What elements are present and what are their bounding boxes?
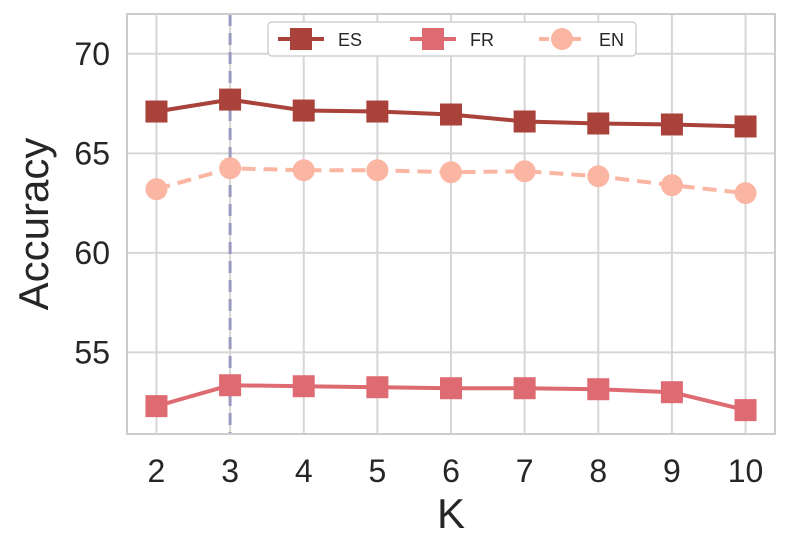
- legend-label: FR: [470, 30, 494, 50]
- legend-marker: [551, 28, 573, 50]
- point-es: [440, 103, 462, 126]
- point-en: [219, 157, 242, 180]
- point-en: [660, 174, 683, 197]
- x-tick-label: 3: [221, 453, 239, 489]
- legend-item-en: EN: [539, 28, 624, 50]
- series-es: [145, 88, 757, 138]
- point-en: [513, 160, 536, 183]
- series-group: [145, 88, 757, 422]
- legend-item-fr: FR: [410, 28, 494, 50]
- point-es: [513, 110, 536, 133]
- y-tick-label: 65: [74, 135, 110, 171]
- legend: ES FR EN: [267, 21, 637, 57]
- point-en: [292, 159, 315, 182]
- y-tick-label: 55: [74, 334, 110, 370]
- point-fr: [587, 378, 610, 401]
- x-tick-label: 10: [728, 453, 764, 489]
- point-en: [145, 178, 168, 201]
- y-tick-label: 70: [74, 36, 110, 72]
- point-fr: [440, 377, 462, 400]
- point-fr: [734, 399, 757, 422]
- plot-frame: [126, 13, 776, 435]
- x-tick-label: 4: [295, 453, 313, 489]
- grid-lines: [127, 14, 775, 434]
- x-axis-title: K: [437, 490, 465, 537]
- y-tick-label: 60: [74, 235, 110, 271]
- point-en: [440, 161, 462, 184]
- point-fr: [660, 381, 683, 404]
- point-fr: [513, 377, 536, 400]
- x-tick-label: 7: [516, 453, 534, 489]
- point-en: [366, 159, 389, 182]
- series-en: [145, 157, 757, 205]
- point-es: [660, 113, 683, 136]
- x-tick-label: 6: [442, 453, 460, 489]
- legend-label: ES: [338, 30, 362, 50]
- point-fr: [292, 375, 315, 398]
- series-fr: [145, 374, 757, 422]
- point-en: [734, 182, 757, 205]
- legend-marker: [422, 28, 444, 50]
- point-es: [292, 99, 315, 122]
- legend-item-es: ES: [278, 28, 362, 50]
- point-fr: [145, 395, 168, 418]
- point-es: [366, 100, 389, 123]
- point-es: [145, 100, 168, 123]
- x-tick-label: 5: [368, 453, 386, 489]
- point-es: [219, 88, 242, 111]
- x-tick-label: 2: [148, 453, 166, 489]
- legend-label: EN: [599, 30, 624, 50]
- point-en: [587, 165, 610, 188]
- point-fr: [219, 374, 242, 397]
- point-fr: [366, 376, 389, 399]
- legend-marker: [290, 28, 312, 50]
- point-es: [734, 115, 757, 138]
- x-tick-label: 9: [663, 453, 681, 489]
- tick-labels: 2 3 4 5 6 7 8 9 10 55 60 65 70: [74, 36, 763, 489]
- x-tick-label: 8: [589, 453, 607, 489]
- y-axis-title: Accuracy: [10, 138, 57, 311]
- point-es: [587, 112, 610, 135]
